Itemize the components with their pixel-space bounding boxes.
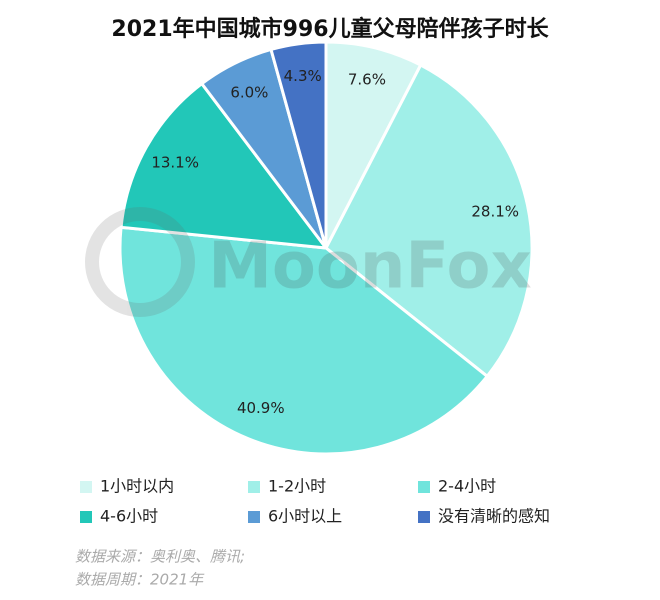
legend-swatch (80, 481, 92, 493)
data-label: 7.6% (348, 70, 386, 88)
legend-swatch (248, 481, 260, 493)
data-label: 13.1% (151, 154, 199, 172)
watermark-text: MoonFox (208, 230, 532, 304)
data-label: 28.1% (471, 202, 519, 220)
legend-label: 4-6小时 (100, 507, 158, 526)
chart-title: 2021年中国城市996儿童父母陪伴孩子时长 (111, 16, 549, 42)
legend-swatch (418, 511, 430, 523)
pie-slice (118, 225, 490, 456)
pie: 7.6% 28.1% 40.9% 13.1% 6.0% 4.3% (118, 40, 534, 456)
data-label: 4.3% (284, 67, 322, 85)
legend-swatch (418, 481, 430, 493)
legend-label: 6小时以上 (268, 507, 342, 526)
watermark-logo (85, 207, 195, 317)
data-label: 40.9% (237, 399, 285, 417)
legend-swatch (248, 511, 260, 523)
legend-swatch (80, 511, 92, 523)
legend: 1小时以内 1-2小时 2-4小时 4-6小时 6小时以上 没有清晰的感知 (80, 477, 550, 526)
data-label: 6.0% (230, 83, 268, 101)
pie-slice (324, 40, 423, 249)
legend-label: 1小时以内 (100, 477, 174, 496)
pie-slice (324, 63, 534, 379)
pie-slice (119, 81, 330, 250)
source-note: 数据来源：奥利奥、腾讯; (75, 548, 245, 566)
watermark: MoonFox (85, 207, 532, 317)
legend-label: 1-2小时 (268, 477, 326, 496)
legend-label: 没有清晰的感知 (438, 507, 550, 526)
source-note: 数据周期：2021年 (75, 571, 205, 589)
legend-label: 2-4小时 (438, 477, 496, 496)
pie-slice (269, 40, 328, 249)
